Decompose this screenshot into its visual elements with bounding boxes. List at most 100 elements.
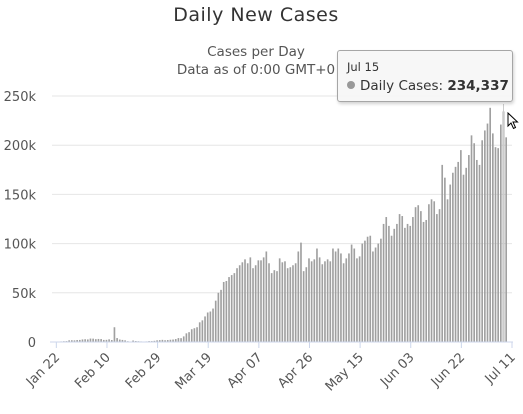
bar[interactable] bbox=[372, 251, 374, 342]
bar[interactable] bbox=[486, 123, 489, 342]
bar[interactable] bbox=[201, 320, 204, 342]
bar[interactable] bbox=[342, 263, 345, 342]
bar[interactable] bbox=[153, 340, 156, 342]
bar[interactable] bbox=[289, 267, 292, 342]
bar[interactable] bbox=[422, 221, 425, 342]
bar[interactable] bbox=[228, 277, 230, 342]
bar[interactable] bbox=[246, 263, 249, 342]
bar[interactable] bbox=[273, 270, 276, 342]
bar[interactable] bbox=[377, 243, 380, 342]
bar[interactable] bbox=[430, 199, 433, 342]
bar[interactable] bbox=[198, 322, 201, 342]
bar[interactable] bbox=[414, 207, 417, 342]
bar[interactable] bbox=[497, 148, 499, 342]
bar[interactable] bbox=[452, 172, 454, 342]
bar[interactable] bbox=[401, 216, 404, 342]
bar[interactable] bbox=[238, 265, 241, 342]
bar[interactable] bbox=[124, 340, 126, 342]
bar[interactable] bbox=[353, 248, 356, 342]
bar[interactable] bbox=[292, 265, 294, 342]
bar[interactable] bbox=[484, 130, 486, 342]
bar[interactable] bbox=[385, 217, 388, 342]
bar[interactable] bbox=[406, 223, 409, 342]
bar[interactable] bbox=[68, 340, 70, 342]
bar[interactable] bbox=[492, 133, 494, 342]
bar[interactable] bbox=[300, 242, 302, 342]
bar[interactable] bbox=[398, 214, 401, 342]
bar[interactable] bbox=[270, 273, 273, 342]
bar[interactable] bbox=[268, 263, 270, 342]
bar[interactable] bbox=[318, 257, 321, 342]
bar[interactable] bbox=[310, 261, 313, 342]
bar[interactable] bbox=[332, 248, 334, 342]
bar[interactable] bbox=[393, 228, 396, 342]
bar[interactable] bbox=[265, 251, 268, 342]
bar[interactable] bbox=[305, 267, 308, 342]
bar[interactable] bbox=[462, 174, 465, 342]
bar[interactable] bbox=[302, 271, 305, 342]
bar[interactable] bbox=[324, 261, 326, 342]
bar[interactable] bbox=[166, 340, 169, 342]
bar[interactable] bbox=[364, 240, 366, 342]
bar[interactable] bbox=[380, 238, 382, 342]
bar[interactable] bbox=[460, 150, 462, 342]
bar[interactable] bbox=[185, 333, 188, 342]
bar[interactable] bbox=[345, 258, 348, 342]
bar[interactable] bbox=[297, 251, 300, 342]
bar[interactable] bbox=[446, 199, 449, 342]
bar[interactable] bbox=[420, 211, 422, 342]
bar[interactable] bbox=[236, 268, 238, 342]
bar[interactable] bbox=[494, 147, 497, 342]
bar[interactable] bbox=[241, 262, 244, 342]
bar[interactable] bbox=[92, 338, 94, 342]
bar[interactable] bbox=[222, 281, 225, 342]
bar[interactable] bbox=[281, 262, 284, 342]
bar[interactable] bbox=[428, 204, 430, 342]
bar[interactable] bbox=[204, 316, 206, 342]
bar[interactable] bbox=[254, 265, 257, 342]
bar[interactable] bbox=[478, 164, 481, 342]
bar[interactable] bbox=[86, 339, 89, 342]
bar[interactable] bbox=[337, 248, 340, 342]
bar[interactable] bbox=[214, 300, 217, 342]
bar[interactable] bbox=[444, 177, 446, 342]
bar[interactable] bbox=[390, 235, 393, 342]
bar[interactable] bbox=[116, 338, 118, 342]
bar[interactable] bbox=[252, 268, 254, 342]
bar[interactable] bbox=[81, 339, 84, 342]
bar[interactable] bbox=[476, 159, 478, 342]
bar[interactable] bbox=[164, 340, 166, 342]
bar[interactable] bbox=[350, 244, 353, 342]
bar[interactable] bbox=[481, 140, 483, 342]
bar[interactable] bbox=[358, 256, 361, 342]
bar[interactable] bbox=[369, 235, 372, 342]
bar[interactable] bbox=[220, 289, 222, 342]
bar[interactable] bbox=[249, 257, 252, 342]
bar[interactable] bbox=[388, 225, 390, 342]
bar[interactable] bbox=[417, 205, 420, 342]
bar[interactable] bbox=[473, 143, 476, 342]
bar[interactable] bbox=[313, 259, 316, 342]
bar[interactable] bbox=[505, 137, 507, 342]
bar[interactable] bbox=[308, 258, 310, 342]
bar[interactable] bbox=[97, 338, 100, 342]
bar[interactable] bbox=[334, 251, 337, 342]
bar[interactable] bbox=[316, 248, 318, 342]
bar[interactable] bbox=[156, 340, 158, 342]
bar[interactable] bbox=[110, 340, 113, 342]
bar[interactable] bbox=[174, 339, 177, 342]
bar[interactable] bbox=[276, 271, 278, 342]
bar[interactable] bbox=[172, 339, 174, 342]
bar[interactable] bbox=[73, 340, 76, 342]
bar[interactable] bbox=[326, 259, 329, 342]
bar[interactable] bbox=[76, 340, 78, 342]
bar[interactable] bbox=[404, 227, 406, 342]
bar[interactable] bbox=[212, 308, 214, 342]
bar[interactable] bbox=[465, 167, 468, 342]
bar[interactable] bbox=[182, 336, 185, 342]
bar[interactable] bbox=[500, 124, 502, 342]
bar[interactable] bbox=[329, 261, 332, 342]
bar[interactable] bbox=[374, 247, 377, 342]
bar[interactable] bbox=[70, 340, 73, 342]
bar[interactable] bbox=[105, 339, 108, 342]
